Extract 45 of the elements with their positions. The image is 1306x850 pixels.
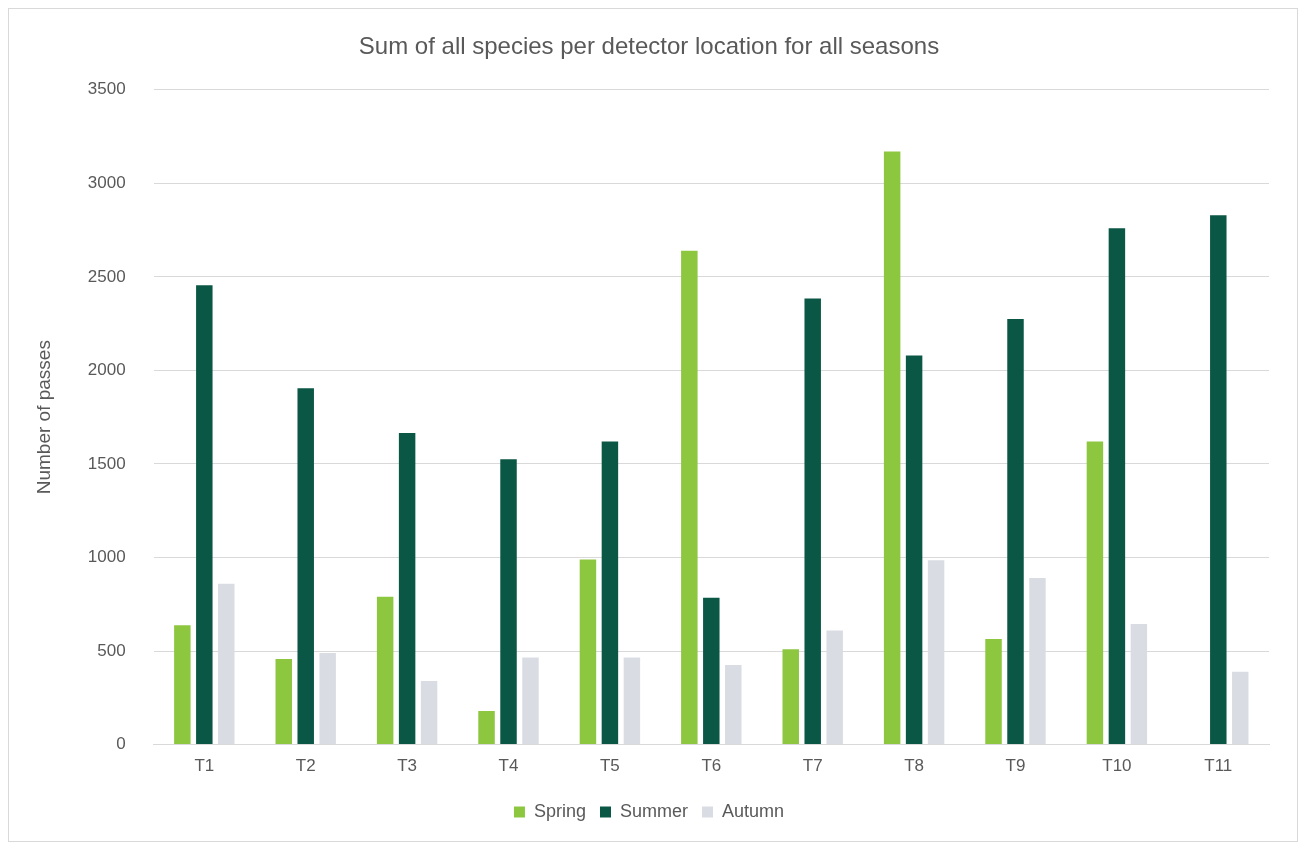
y-axis-title: Number of passes <box>32 340 54 495</box>
bar <box>398 433 416 745</box>
legend-label: Autumn <box>722 800 785 821</box>
bar <box>297 388 314 745</box>
bar <box>1108 228 1126 745</box>
y-tick-label: 2500 <box>87 266 126 286</box>
x-tick-label: T5 <box>599 756 620 776</box>
x-tick-label: T10 <box>1102 756 1132 776</box>
bar <box>905 355 923 745</box>
x-tick-label: T6 <box>701 756 722 776</box>
x-tick-label: T3 <box>397 756 418 776</box>
x-tick-label: T8 <box>904 756 925 776</box>
x-tick-label: T1 <box>194 756 215 776</box>
y-tick-label: 1000 <box>87 547 126 567</box>
y-tick-label: 3500 <box>87 79 126 99</box>
bar <box>782 649 799 745</box>
x-tick-label: T2 <box>295 756 316 776</box>
y-tick-label: 1500 <box>87 453 126 473</box>
bar <box>681 250 698 745</box>
bar <box>275 659 292 745</box>
bar <box>1007 318 1024 745</box>
bar <box>478 710 495 745</box>
legend-label: Summer <box>619 800 689 821</box>
bar <box>883 151 901 745</box>
bar <box>804 298 821 745</box>
bar <box>1086 441 1104 745</box>
bar <box>500 459 517 745</box>
bar <box>601 441 619 745</box>
legend-label: Spring <box>533 800 586 821</box>
x-tick-label: T7 <box>802 756 823 776</box>
bar <box>376 596 394 745</box>
bar <box>579 559 597 745</box>
bar <box>985 638 1002 745</box>
y-tick-label: 3000 <box>87 173 126 193</box>
bar <box>703 597 720 745</box>
bar <box>196 285 213 745</box>
x-tick-label: T11 <box>1204 756 1233 776</box>
y-tick-label: 2000 <box>87 360 126 380</box>
bar <box>1210 215 1227 745</box>
y-tick-label: 500 <box>97 640 126 660</box>
x-tick-label: T4 <box>498 756 519 776</box>
chart-title: Sum of all species per detector location for all seasons <box>358 32 940 60</box>
x-tick-label: T9 <box>1005 756 1026 776</box>
y-tick-label: 0 <box>116 734 126 754</box>
bar <box>174 625 191 745</box>
